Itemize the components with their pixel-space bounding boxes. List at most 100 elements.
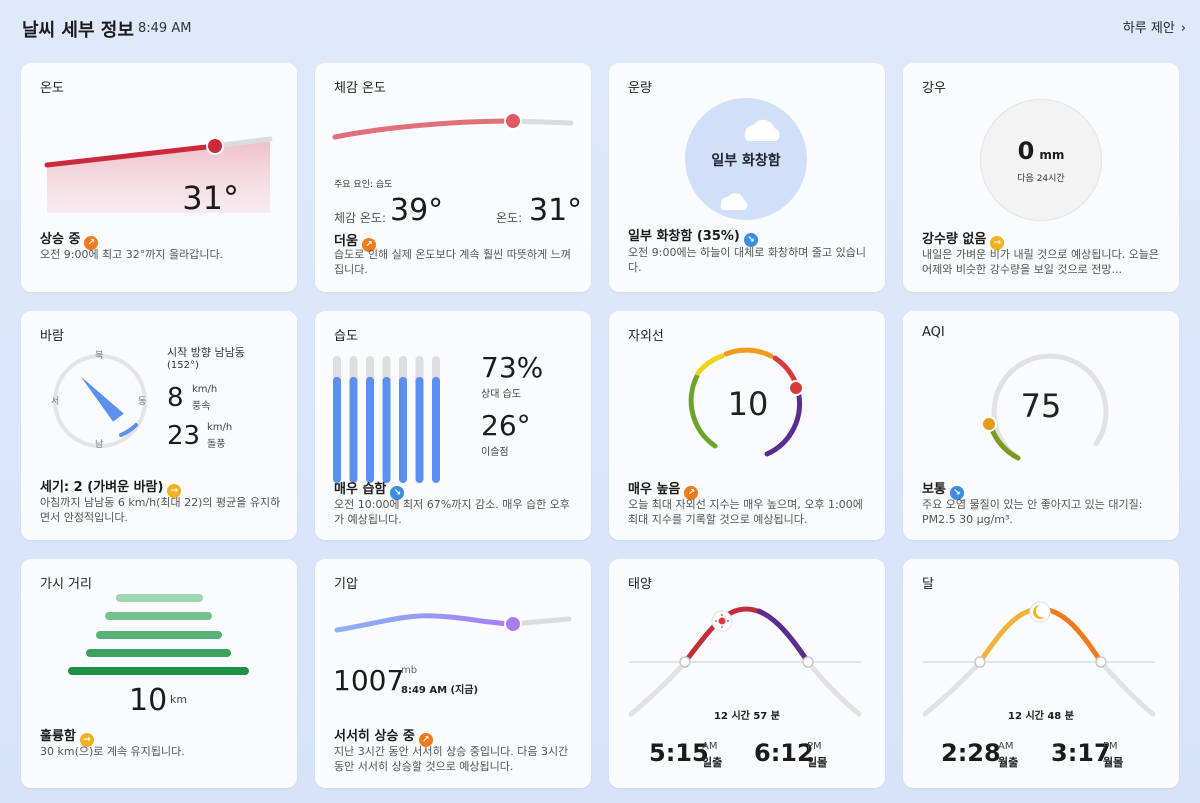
cloud-icon — [720, 119, 780, 210]
card-description: 지난 3시간 동안 서서히 상승 중입니다. 다음 3시간 동안 서서히 상승할… — [334, 745, 569, 773]
daily-suggestion-label: 하루 제안 — [1122, 21, 1175, 36]
card-title: 자외선 — [628, 329, 664, 344]
visibility-card[interactable]: 가시 거리 10 km 훌륭함 → 30 km(으)로 계속 유지됩니다. — [21, 559, 297, 788]
trend-up-icon: ↗ — [84, 236, 99, 250]
wind-speed-label: 풍속 — [192, 401, 211, 412]
header-time: 8:49 AM — [138, 21, 192, 36]
aqi-gauge — [981, 353, 1109, 461]
card-title: 기압 — [334, 577, 358, 592]
trend-down-icon: ↘ — [743, 233, 758, 247]
wind-degrees: (152°) — [167, 360, 199, 371]
moonrise-time: 2:28 — [941, 739, 1001, 767]
precip-unit: mm — [1039, 148, 1065, 162]
compass-north: 북 — [95, 351, 104, 361]
status-label: 강수량 없음 → — [922, 228, 1005, 250]
sunrise-ampm: AM — [702, 741, 718, 752]
trend-flat-icon: → — [990, 236, 1005, 250]
card-description: 아침까지 남남동 6 km/h(최대 22)의 평균을 유지하면서 안정적입니다… — [40, 496, 281, 524]
card-title: 운량 — [628, 81, 652, 96]
status-label: 훌륭함 → — [40, 725, 94, 747]
wind-speed: 8 — [167, 383, 184, 413]
temp-label: 온도: — [496, 211, 523, 225]
humidity-value: 73% — [481, 351, 544, 384]
card-title: 태양 — [628, 577, 652, 592]
precip-amount-row: 0 mm — [980, 137, 1102, 165]
sunrise-label: 일출 — [702, 756, 723, 769]
trend-up-icon: ↗ — [418, 733, 433, 747]
humidity-bars — [333, 356, 440, 483]
card-title: 강우 — [922, 81, 946, 96]
status-label: 일부 화창함 (35%) ↘ — [628, 225, 758, 247]
wind-compass — [53, 354, 147, 448]
visibility-bars — [68, 594, 249, 675]
moonset-label: 월몰 — [1103, 756, 1124, 769]
wind-speed-unit: km/h — [192, 384, 218, 395]
precip-period: 다음 24시간 — [1017, 174, 1065, 184]
sunset-ampm: PM — [807, 741, 822, 752]
aqi-value: 75 — [1020, 387, 1062, 425]
status-label: 매우 습함 ↘ — [334, 478, 405, 500]
pressure-unit: mb — [401, 665, 418, 676]
wind-card[interactable]: 바람 북 남 서 동 시작 방향 남남동 (152°) 8 km/h 풍속 23… — [21, 311, 297, 540]
feels-like-trend-chart — [332, 112, 574, 140]
temp-value: 31° — [529, 193, 583, 228]
wind-gust: 23 — [167, 421, 201, 451]
feels-value: 39° — [390, 193, 444, 228]
main-factor: 주요 요인: 습도 — [334, 180, 393, 190]
compass-east: 동 — [138, 397, 147, 407]
status-label: 매우 높음 ↗ — [628, 478, 699, 500]
card-description: 내일은 가벼운 비가 내릴 것으로 예상됩니다. 오늘은 어제와 비슷한 강수량… — [922, 248, 1159, 276]
trend-down-icon: ↘ — [949, 486, 964, 500]
precipitation-card[interactable]: 강우 0 mm 다음 24시간 강수량 없음 → 내일은 가벼운 비가 내릴 것으… — [903, 63, 1179, 292]
pressure-time: 8:49 AM (지금) — [401, 685, 479, 696]
card-description: 오전 10:00에 최저 67%까지 감소. 매우 습한 오후가 예상됩니다. — [334, 498, 570, 526]
precip-circle — [980, 99, 1102, 221]
wind-gust-label: 돌풍 — [207, 439, 226, 450]
card-description: 오늘 최대 자외선 지수는 매우 높으며, 오후 1:00에 최대 지수를 기록… — [628, 498, 863, 526]
humidity-card[interactable]: 습도 73% 상대 습도 26° 이슬점 매우 습함 ↘ 오전 10:00에 최저… — [315, 311, 591, 540]
uv-value: 10 — [727, 385, 769, 423]
status-label: 서서히 상승 중 ↗ — [334, 725, 433, 747]
sun-arc-chart — [628, 606, 862, 717]
feels-like-card[interactable]: 체감 온도 주요 요인: 습도 체감 온도: 39° 온도: 31° 더움 ↗ 습… — [315, 63, 591, 292]
daylight-duration: 12 시간 57 분 — [714, 711, 780, 722]
uv-card[interactable]: 자외선 10 매우 높음 ↗ 오늘 최대 자외선 지수는 매우 높으며, 오후 1… — [609, 311, 885, 540]
temperature-value: 31° — [182, 179, 239, 217]
pressure-card[interactable]: 기압 1007 mb 8:49 AM (지금) 서서히 상승 중 ↗ 지난 3시간… — [315, 559, 591, 788]
temperature-card[interactable]: 온도 31° 상승 중 ↗ 오전 9:00에 최고 32°까지 올라갑니다. — [21, 63, 297, 292]
wind-gust-unit: km/h — [207, 422, 233, 433]
status-label: 세기: 2 (가벼운 바람) → — [40, 476, 182, 498]
daily-suggestion-link[interactable]: 하루 제안 › — [1123, 17, 1186, 36]
cloud-cover-card[interactable]: 운량 일부 화창함 일부 화창함 (35%) ↘ 오전 9:00에는 하늘이 대체… — [609, 63, 885, 292]
trend-flat-icon: → — [167, 484, 182, 498]
feels-label: 체감 온도: — [334, 211, 387, 225]
wind-direction: 시작 방향 남남동 — [167, 346, 245, 359]
moonlight-duration: 12 시간 48 분 — [1008, 711, 1074, 722]
moon-card[interactable]: 달 12 시간 48 분 2:28 AM 월출 3:17 PM 월몰 — [903, 559, 1179, 788]
cloud-circle — [685, 98, 807, 220]
card-title: 달 — [922, 577, 934, 592]
precip-amount: 0 — [1017, 137, 1035, 165]
compass-south: 남 — [95, 440, 104, 450]
page-title: 날씨 세부 정보 — [22, 20, 134, 41]
card-title: 온도 — [40, 81, 64, 96]
card-title: 습도 — [334, 329, 358, 344]
trend-up-icon: ↗ — [684, 486, 699, 500]
temperature-trend-chart — [44, 136, 273, 213]
header: 날씨 세부 정보 8:49 AM 하루 제안 › — [22, 16, 1186, 42]
aqi-card[interactable]: AQI 75 보통 ↘ 주요 오염 물질이 있는 안 좋아지고 있는 대기질: P… — [903, 311, 1179, 540]
visibility-unit: km — [170, 693, 188, 706]
uv-gauge — [688, 347, 804, 457]
moonset-ampm: PM — [1103, 741, 1118, 752]
sun-card[interactable]: 태양 12 시간 57 분 5:15 AM 일출 6:12 PM 일몰 — [609, 559, 885, 788]
card-description: 주요 오염 물질이 있는 안 좋아지고 있는 대기질: PM2.5 30 µg/… — [922, 498, 1143, 526]
trend-flat-icon: → — [79, 733, 94, 747]
cloud-center-label: 일부 화창함 — [711, 153, 781, 169]
visibility-value: 10 — [129, 683, 168, 718]
compass-west: 서 — [51, 397, 60, 407]
moonset-time: 3:17 — [1051, 739, 1111, 767]
sunset-time: 6:12 — [754, 739, 814, 767]
status-label: 더움 ↗ — [334, 230, 376, 252]
sunset-label: 일몰 — [807, 756, 828, 769]
moonrise-label: 월출 — [998, 756, 1019, 769]
